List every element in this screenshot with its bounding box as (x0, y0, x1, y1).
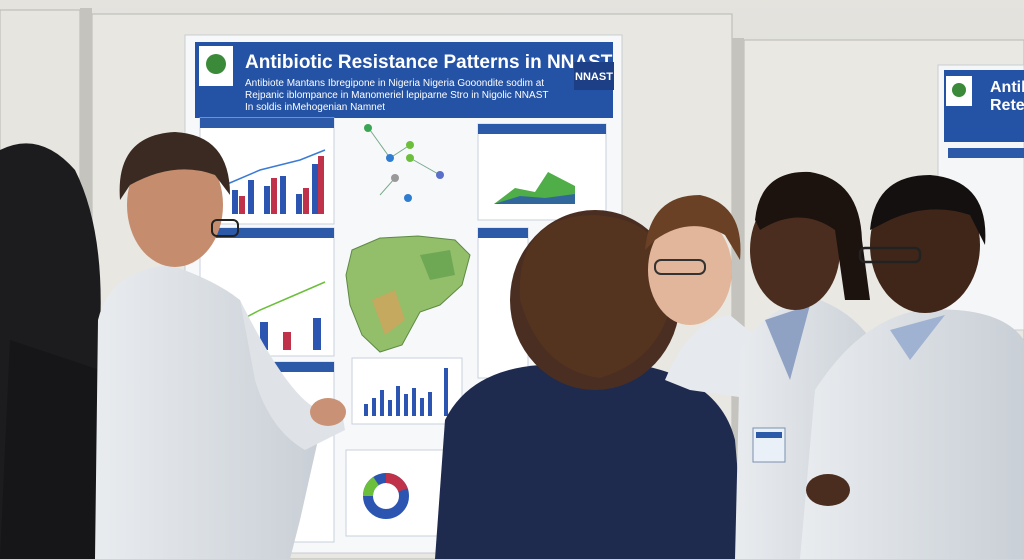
panel-header (200, 228, 334, 238)
hair (119, 132, 230, 200)
badge-stripe (756, 432, 782, 438)
node (391, 174, 399, 182)
logo-emblem (206, 54, 226, 74)
hand (806, 474, 850, 506)
bar-figure (239, 156, 324, 214)
bar-figure (364, 368, 448, 416)
poster-subtitle: Antibiote Mantans Ibregipone in Nigeria … (245, 78, 544, 89)
panel-header (478, 124, 606, 134)
side-title: Rete (990, 97, 1024, 114)
bar-decoration (296, 194, 302, 214)
bar-decoration (239, 196, 245, 214)
badge-box (574, 62, 614, 90)
bar-decoration (318, 156, 324, 214)
bar-decoration (260, 322, 268, 350)
hair (645, 195, 741, 260)
panel-header (200, 118, 334, 128)
node (386, 154, 394, 162)
bar-decoration (380, 390, 384, 416)
poster-header (195, 42, 613, 118)
bar-decoration (388, 400, 392, 416)
network-figure (364, 124, 444, 202)
poster-badge: NNAST (575, 71, 613, 83)
hair (870, 175, 986, 245)
area-decoration (494, 172, 575, 204)
donut-segment (385, 472, 408, 493)
figure-panel (345, 449, 447, 537)
navy-jacket (435, 365, 745, 559)
bar-decoration (396, 386, 400, 416)
lab-coat (665, 315, 760, 400)
bar-decoration (364, 404, 368, 416)
bar-decoration (283, 332, 291, 350)
bar-decoration (412, 388, 416, 416)
trend-line (224, 149, 326, 186)
shirt (765, 305, 810, 380)
bar-decoration (232, 190, 238, 214)
lab-coat (800, 309, 1024, 559)
glasses (654, 259, 706, 275)
node (406, 141, 414, 149)
hand (310, 398, 346, 426)
bar-decoration (404, 394, 408, 416)
poster-subtitle: In soldis inMehogenian Namnet (245, 102, 385, 113)
bar-decoration (313, 318, 321, 350)
glasses (858, 246, 922, 264)
area-decoration (494, 194, 575, 204)
map-region (420, 250, 455, 280)
poster-subtitle: Rejpanic iblompance in Manomeriel lepipa… (245, 90, 548, 101)
edge (369, 129, 391, 159)
bar-decoration (312, 164, 318, 214)
bar-decoration (420, 398, 424, 416)
bar-decoration (428, 392, 432, 416)
bar-decoration (372, 398, 376, 416)
panel-header (478, 228, 528, 238)
poster-title: Antibiotic Resistance Patterns in NNAST (245, 52, 613, 73)
map-region (372, 290, 405, 335)
panel-header (948, 148, 1024, 158)
bar-figure (232, 164, 318, 214)
glasses (211, 219, 239, 237)
side-title: Antib (990, 79, 1024, 96)
figure-panel (477, 123, 607, 221)
node (364, 124, 372, 132)
node (436, 171, 444, 179)
lab-coat (95, 265, 320, 559)
node (406, 154, 414, 162)
bar-decoration (280, 176, 286, 214)
bar-decoration (444, 368, 448, 416)
hair-back (519, 215, 673, 378)
bar-decoration (303, 188, 309, 214)
people (0, 132, 1024, 559)
bar-decoration (271, 178, 277, 214)
logo-emblem (952, 83, 966, 97)
edge (409, 157, 441, 176)
shirt (890, 315, 945, 360)
head (648, 215, 732, 325)
donut-segment (362, 476, 380, 497)
node (404, 194, 412, 202)
hair (755, 171, 870, 300)
bar-decoration (248, 180, 254, 214)
bar-decoration (264, 186, 270, 214)
